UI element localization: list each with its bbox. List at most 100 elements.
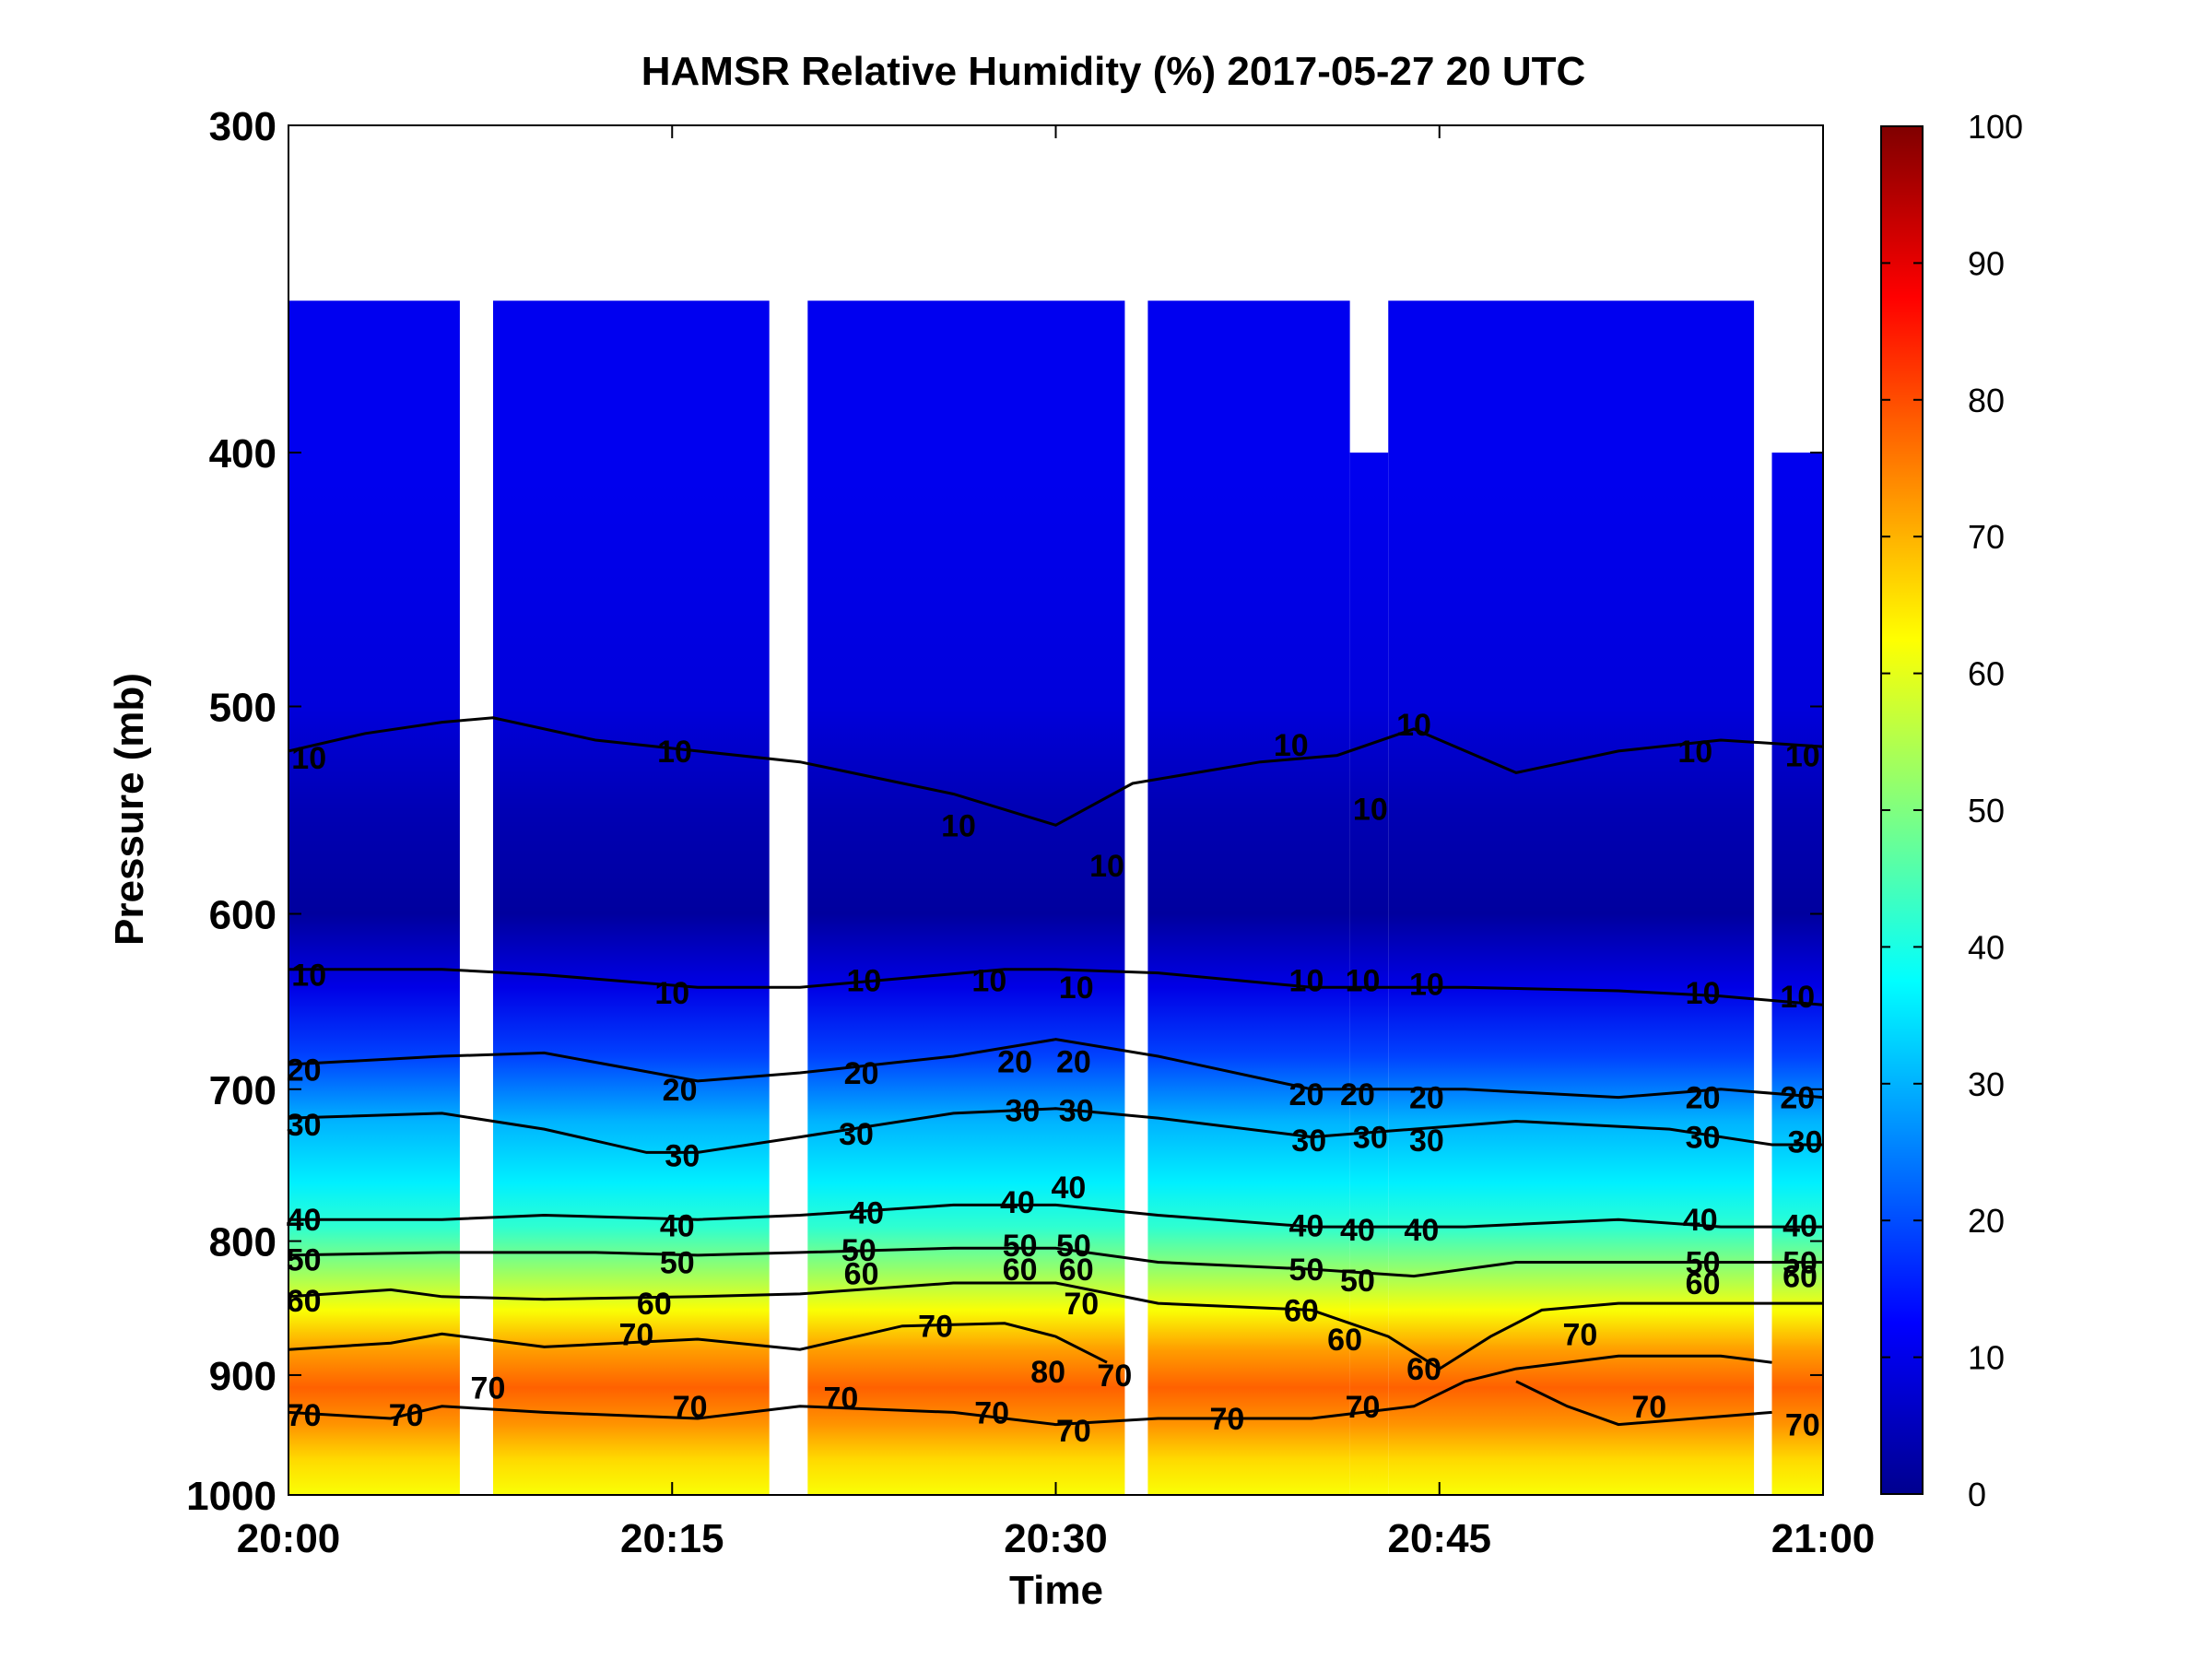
contour-label: 10	[1396, 708, 1431, 743]
contour-label: 30	[1059, 1093, 1094, 1128]
contour-label: 20	[663, 1073, 698, 1108]
contour-label: 60	[1003, 1253, 1038, 1288]
contour-label: 10	[1353, 792, 1388, 827]
contour-label: 30	[1291, 1124, 1326, 1159]
colorbar-tick-label: 50	[1968, 792, 2005, 830]
y-tick-label: 600	[209, 893, 276, 938]
x-tick-label: 20:30	[1004, 1516, 1108, 1561]
contour-label: 70	[618, 1317, 653, 1352]
x-tick-label: 20:45	[1387, 1516, 1491, 1561]
contour-label: 10	[941, 808, 976, 843]
contour-label: 50	[1056, 1229, 1091, 1264]
contour-label: 20	[997, 1044, 1032, 1079]
contour-label: 30	[1788, 1125, 1823, 1160]
contour-label: 70	[823, 1381, 858, 1416]
colorbar-tick-label: 100	[1968, 108, 2023, 146]
contour-label: 30	[1006, 1093, 1041, 1128]
contour-label: 10	[1289, 963, 1324, 998]
contour-label: 10	[291, 741, 326, 776]
contour-label: 40	[1051, 1171, 1086, 1206]
contour-label: 10	[1346, 963, 1381, 998]
contour-line-60	[288, 1281, 1823, 1371]
contour-label: 10	[657, 735, 692, 770]
contour-label: 10	[1274, 728, 1309, 763]
contour-label: 70	[918, 1310, 953, 1345]
contour-line-20	[288, 1038, 1823, 1100]
contour-line-50	[288, 1246, 1823, 1278]
contour-label: 60	[287, 1284, 322, 1319]
contour-label: 70	[1631, 1390, 1666, 1425]
heatmap-segment	[807, 300, 1125, 1495]
contour-label: 60	[1059, 1253, 1094, 1288]
contour-label: 70	[287, 1398, 322, 1433]
y-tick-label: 300	[209, 104, 276, 149]
contour-line-70	[288, 1322, 1108, 1364]
colorbar-tick-label: 40	[1968, 928, 2005, 966]
colorbar-tick-label: 20	[1968, 1202, 2005, 1240]
y-tick-label: 500	[209, 685, 276, 730]
contour-label: 70	[471, 1371, 506, 1406]
contour-label: 10	[846, 963, 881, 998]
contour-label: 40	[1000, 1185, 1035, 1220]
contour-label: 20	[1409, 1081, 1444, 1116]
contour-label: 70	[1785, 1408, 1820, 1443]
contour-label: 70	[1210, 1402, 1245, 1437]
y-axis: 300 400 500 600 700 800 900 1000	[186, 104, 1823, 1519]
contour-label: 20	[1340, 1077, 1375, 1112]
x-tick-label: 20:15	[620, 1516, 724, 1561]
contour-label: 20	[287, 1053, 322, 1088]
colorbar-tick-label: 90	[1968, 244, 2005, 282]
contour-label: 40	[287, 1203, 322, 1238]
contour-label: 40	[1340, 1213, 1375, 1248]
heatmap-segment	[1388, 300, 1755, 1495]
colorbar-tick-label: 30	[1968, 1065, 2005, 1103]
contour-label: 70	[1346, 1390, 1381, 1425]
x-tick-label: 20:00	[237, 1516, 341, 1561]
x-axis-label: Time	[1009, 1568, 1103, 1613]
contour-label: 70	[974, 1395, 1009, 1430]
contour-label: 60	[637, 1287, 672, 1322]
chart-title: HAMSR Relative Humidity (%) 2017-05-27 2…	[641, 49, 1586, 94]
contour-label: 70	[1562, 1317, 1597, 1352]
contour-line-10	[288, 968, 1823, 1006]
contour-label: 50	[660, 1246, 695, 1281]
contour-label: 70	[389, 1398, 424, 1433]
contour-label: 10	[654, 976, 689, 1011]
colorbar-tick-label: 80	[1968, 382, 2005, 419]
contour-label: 10	[1785, 739, 1820, 774]
contour-label: 80	[1030, 1355, 1065, 1390]
colorbar-tick-label: 70	[1968, 518, 2005, 556]
contour-label: 60	[1327, 1323, 1362, 1358]
contour-label: 10	[1677, 735, 1712, 770]
contour-label: 60	[1284, 1293, 1319, 1328]
contour-line-30	[288, 1107, 1823, 1154]
contour-line-10	[288, 716, 1823, 827]
contour-label: 30	[1353, 1121, 1388, 1156]
contour-label: 60	[844, 1257, 879, 1292]
contour-line-40	[288, 1203, 1823, 1229]
colorbar-tick-label: 60	[1968, 655, 2005, 693]
heatmap-segment	[1771, 453, 1823, 1495]
contour-label: 30	[665, 1139, 700, 1174]
contour-label: 30	[1409, 1124, 1444, 1159]
contour-label: 20	[844, 1056, 879, 1091]
contour-label: 10	[1780, 980, 1815, 1015]
contour-label: 60	[1686, 1266, 1721, 1301]
contour-label: 10	[1686, 976, 1721, 1011]
contour-label: 50	[1003, 1229, 1038, 1264]
contour-labels: 10 10 10 10 10 10 10 10 10 10 10 10 10 10 10 10 10 10 10 20…	[287, 708, 1823, 1449]
contour-label: 20	[1780, 1081, 1815, 1116]
contour-label: 40	[849, 1195, 884, 1230]
y-axis-label: Pressure (mb)	[107, 673, 152, 946]
contour-label: 10	[1059, 971, 1094, 1006]
contour-label: 20	[1289, 1077, 1324, 1112]
contour-label: 70	[1064, 1287, 1099, 1322]
contour-label: 60	[1783, 1260, 1818, 1295]
contour-label: 20	[1056, 1044, 1091, 1079]
contour-label: 40	[1783, 1208, 1818, 1243]
y-tick-label: 900	[209, 1354, 276, 1399]
y-tick-label: 800	[209, 1220, 276, 1265]
contour-label: 50	[841, 1233, 877, 1268]
contour-label: 40	[1683, 1203, 1718, 1238]
